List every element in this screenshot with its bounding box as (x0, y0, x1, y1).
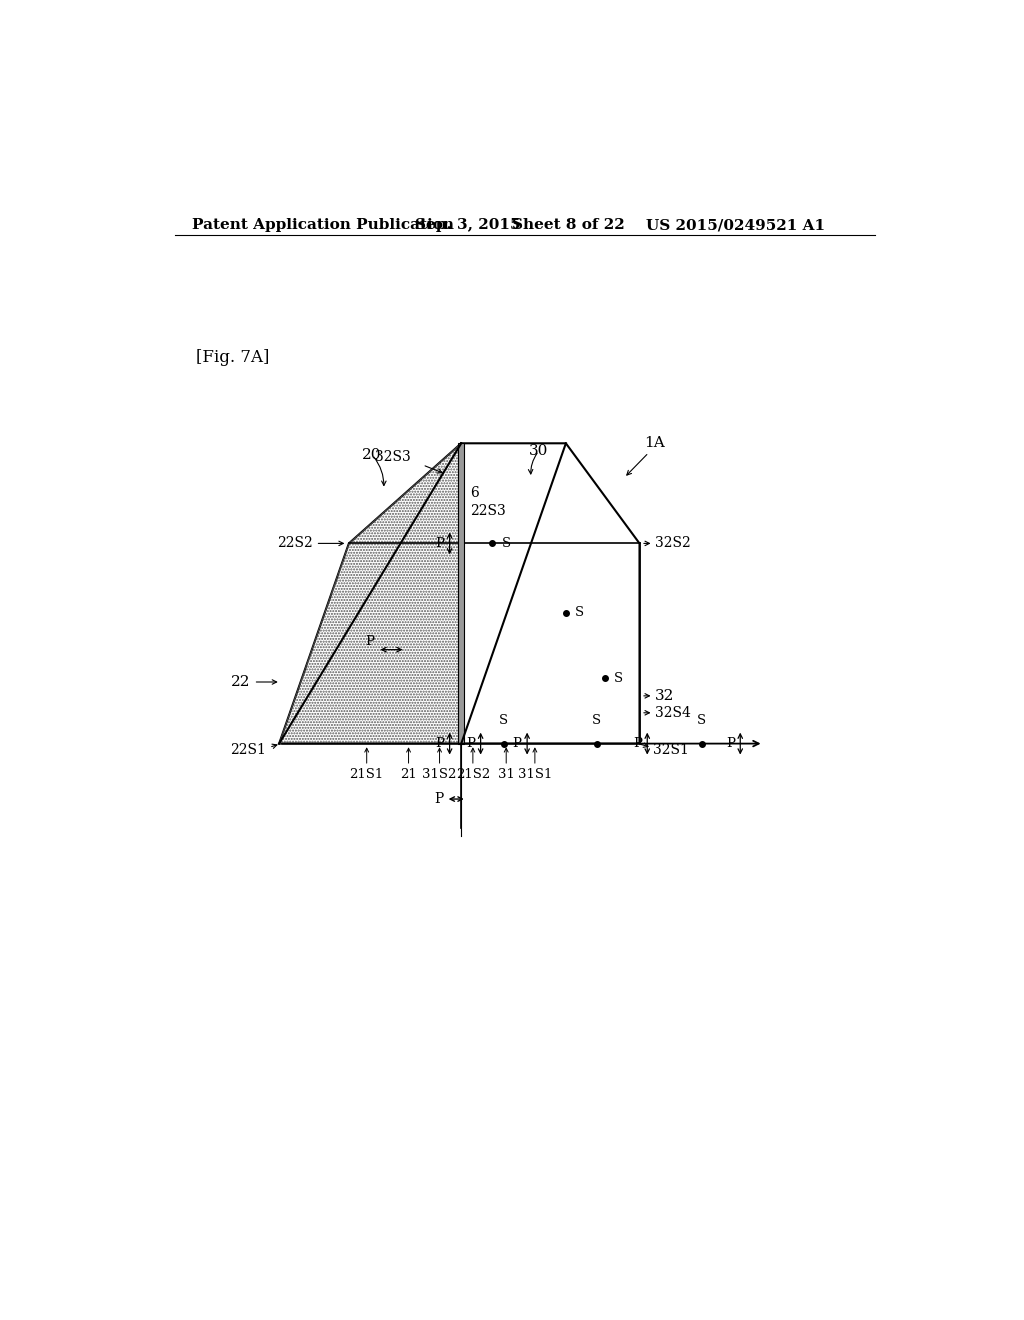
Text: P: P (366, 635, 375, 648)
Text: 22S2: 22S2 (276, 536, 312, 550)
Text: 32S4: 32S4 (655, 706, 691, 719)
Text: 30: 30 (529, 444, 549, 458)
Polygon shape (461, 444, 640, 743)
Text: S: S (697, 714, 707, 726)
Text: [Fig. 7A]: [Fig. 7A] (197, 350, 269, 367)
Text: 22S3: 22S3 (471, 504, 506, 517)
Text: US 2015/0249521 A1: US 2015/0249521 A1 (646, 218, 824, 232)
Text: 31S1: 31S1 (518, 768, 552, 781)
Text: S: S (502, 537, 511, 550)
Text: P: P (513, 737, 521, 750)
Text: Patent Application Publication: Patent Application Publication (191, 218, 454, 232)
Text: 1A: 1A (645, 437, 666, 450)
Text: 6: 6 (471, 486, 479, 500)
Text: 22S1: 22S1 (230, 743, 266, 756)
Text: P: P (726, 737, 735, 750)
Text: 32: 32 (655, 689, 675, 702)
Text: Sep. 3, 2015: Sep. 3, 2015 (415, 218, 520, 232)
Text: 31S2: 31S2 (422, 768, 457, 781)
Text: S: S (500, 714, 509, 726)
Text: 32S2: 32S2 (655, 536, 691, 550)
Text: 21S2: 21S2 (456, 768, 490, 781)
Text: P: P (435, 537, 444, 550)
Text: S: S (614, 672, 623, 685)
Text: Sheet 8 of 22: Sheet 8 of 22 (512, 218, 625, 232)
Text: 21: 21 (400, 768, 417, 781)
Text: P: P (435, 737, 444, 750)
Text: 32S3: 32S3 (375, 450, 411, 465)
Text: S: S (592, 714, 601, 726)
Text: 21S1: 21S1 (349, 768, 384, 781)
Polygon shape (280, 444, 461, 743)
Polygon shape (458, 444, 464, 743)
Text: P: P (466, 737, 475, 750)
Text: S: S (575, 606, 585, 619)
Text: 20: 20 (362, 447, 382, 462)
Text: P: P (633, 737, 642, 750)
Text: 31: 31 (498, 768, 515, 781)
Text: 32S1: 32S1 (653, 743, 689, 756)
Text: P: P (434, 792, 443, 807)
Text: 22: 22 (231, 675, 251, 689)
